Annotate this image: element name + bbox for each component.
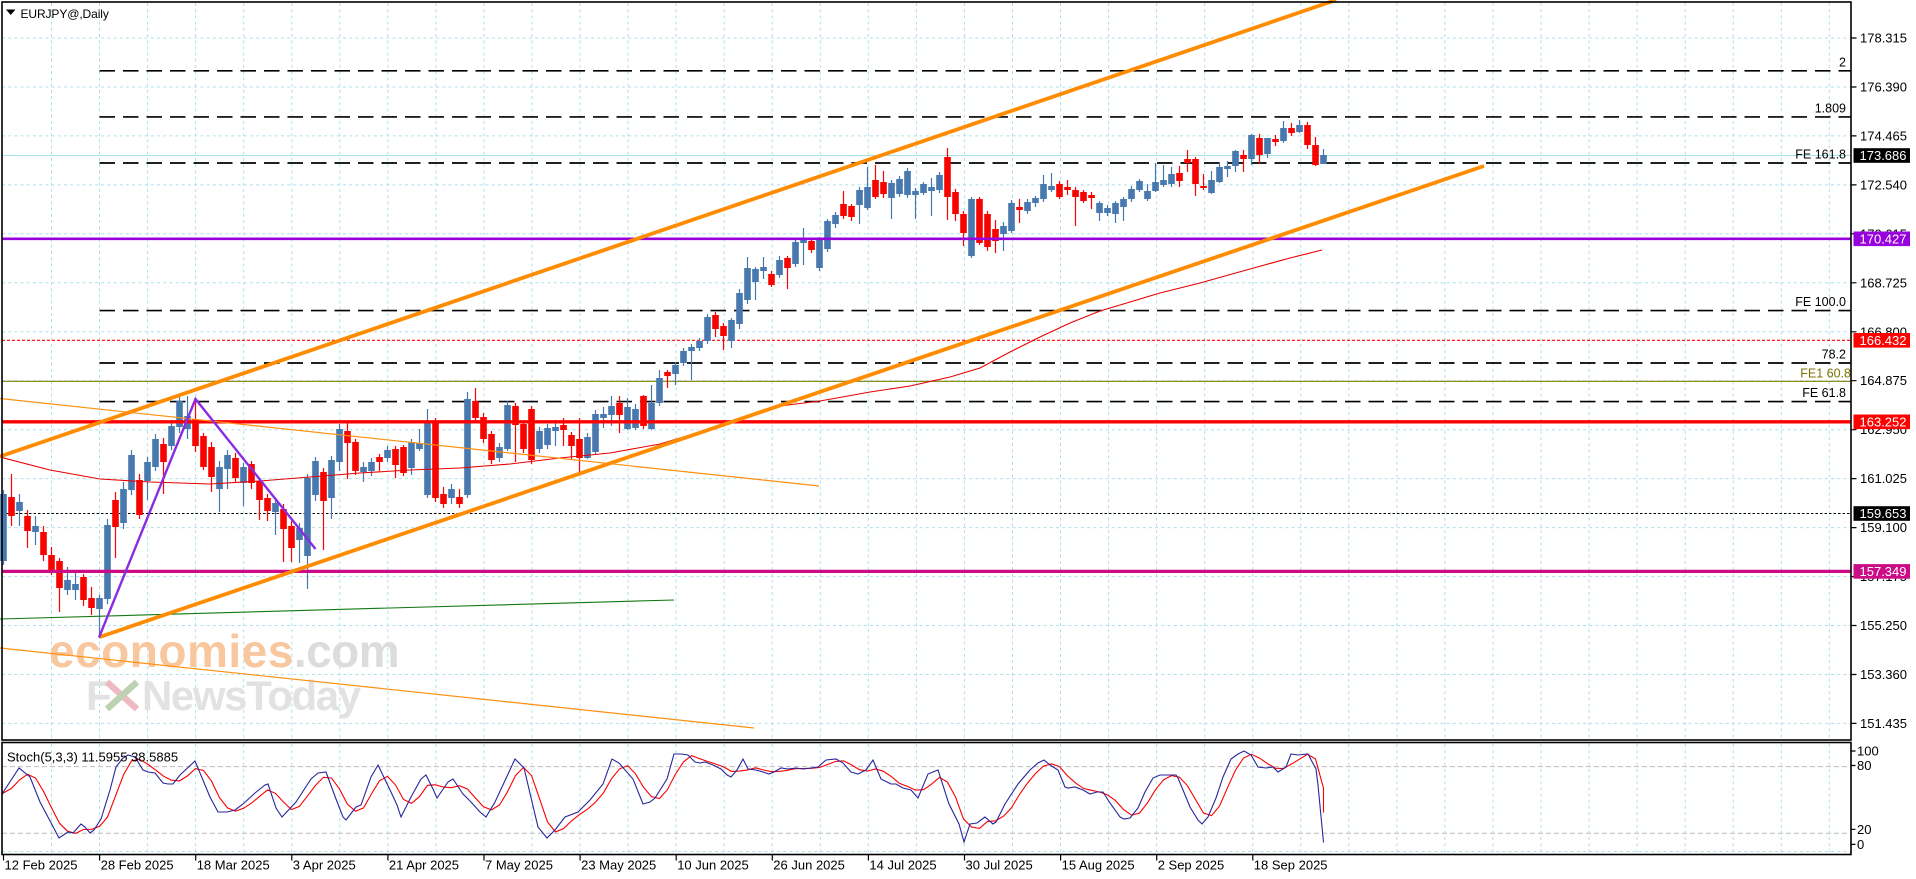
svg-text:0: 0 (1857, 837, 1864, 852)
svg-text:78.2: 78.2 (1822, 348, 1846, 362)
svg-text:161.025: 161.025 (1860, 471, 1907, 486)
svg-text:80: 80 (1857, 758, 1871, 773)
svg-text:12 Feb 2025: 12 Feb 2025 (5, 858, 78, 873)
svg-text:178.315: 178.315 (1860, 31, 1907, 46)
svg-text:26 Jun 2025: 26 Jun 2025 (773, 858, 845, 873)
svg-text:2 Sep 2025: 2 Sep 2025 (1158, 858, 1225, 873)
svg-text:157.349: 157.349 (1860, 564, 1907, 579)
svg-text:Stoch(5,3,3) 11.5955 38.5885: Stoch(5,3,3) 11.5955 38.5885 (7, 750, 178, 765)
svg-text:3 Apr 2025: 3 Apr 2025 (293, 858, 356, 873)
svg-text:7 May 2025: 7 May 2025 (485, 858, 553, 873)
svg-text:20: 20 (1857, 822, 1871, 837)
svg-text:FE 61.8: FE 61.8 (1802, 386, 1846, 400)
svg-text:151.435: 151.435 (1860, 716, 1907, 731)
svg-text:18 Mar 2025: 18 Mar 2025 (197, 858, 270, 873)
svg-text:18 Sep 2025: 18 Sep 2025 (1254, 858, 1328, 873)
svg-text:14 Jul 2025: 14 Jul 2025 (869, 858, 936, 873)
svg-text:159.653: 159.653 (1860, 506, 1907, 521)
svg-text:21 Apr 2025: 21 Apr 2025 (389, 858, 459, 873)
svg-text:FE 100.0: FE 100.0 (1795, 295, 1846, 309)
svg-text:164.875: 164.875 (1860, 373, 1907, 388)
svg-text:174.465: 174.465 (1860, 128, 1907, 143)
svg-text:170.427: 170.427 (1860, 231, 1907, 246)
svg-text:2: 2 (1839, 56, 1846, 70)
svg-text:159.100: 159.100 (1860, 520, 1907, 535)
svg-text:10 Jun 2025: 10 Jun 2025 (677, 858, 749, 873)
svg-text:100: 100 (1857, 744, 1879, 759)
svg-text:NewsToday: NewsToday (142, 672, 362, 719)
svg-text:163.252: 163.252 (1860, 414, 1907, 429)
svg-text:176.390: 176.390 (1860, 80, 1907, 95)
svg-text:166.432: 166.432 (1860, 333, 1907, 348)
svg-text:153.360: 153.360 (1860, 667, 1907, 682)
svg-text:F: F (86, 672, 112, 719)
svg-text:172.540: 172.540 (1860, 177, 1907, 192)
svg-text:15 Aug 2025: 15 Aug 2025 (1062, 858, 1135, 873)
svg-text:1.809: 1.809 (1815, 102, 1846, 116)
svg-text:30 Jul 2025: 30 Jul 2025 (966, 858, 1033, 873)
svg-text:FE1 60.8: FE1 60.8 (1800, 366, 1851, 380)
svg-text:168.725: 168.725 (1860, 275, 1907, 290)
svg-text:173.686: 173.686 (1860, 148, 1907, 163)
svg-text:EURJPY@,Daily: EURJPY@,Daily (21, 7, 109, 21)
svg-text:23 May 2025: 23 May 2025 (581, 858, 656, 873)
svg-text:28 Feb 2025: 28 Feb 2025 (101, 858, 174, 873)
svg-text:FE 161.8: FE 161.8 (1795, 148, 1846, 162)
svg-text:155.250: 155.250 (1860, 618, 1907, 633)
